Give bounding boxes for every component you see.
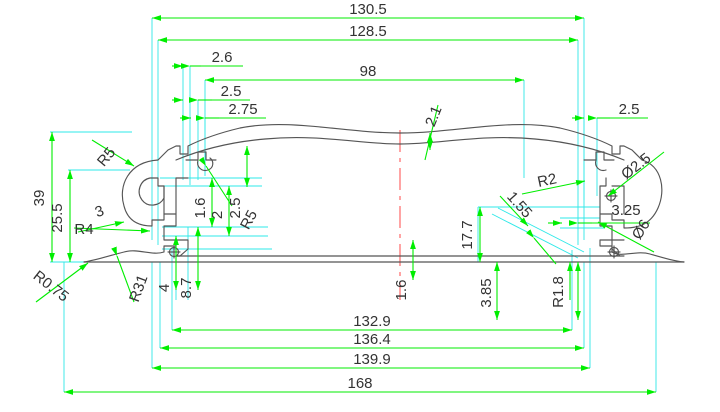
dim-1-6-lower: 1.6 (393, 280, 410, 301)
dim-39: 39 (31, 190, 48, 207)
dim-132-9: 132.9 (353, 313, 391, 330)
dim-8-7: 8.7 (178, 278, 195, 299)
dim-2-6: 2.6 (212, 49, 233, 66)
dimension-lines (35, 15, 665, 395)
dim-17-7: 17.7 (459, 220, 476, 249)
radius-r5-left: R5 (94, 144, 119, 170)
radius-r0-75: R0.75 (30, 267, 72, 305)
dim-3-25: 3.25 (611, 202, 640, 219)
dim-2-5-right: 2.5 (619, 101, 640, 118)
dim-2: 2 (209, 211, 226, 219)
dim-4: 4 (156, 284, 173, 292)
dim-3: 3 (93, 202, 107, 221)
dim-2-75: 2.75 (228, 101, 257, 118)
dim-1-6-upper: 1.6 (192, 198, 209, 219)
dim-98: 98 (360, 63, 377, 80)
radius-r2: R2 (536, 170, 558, 191)
dim-25-5: 25.5 (49, 203, 66, 232)
dim-1-55: 1.55 (503, 188, 535, 221)
dim-3-85: 3.85 (478, 278, 495, 307)
diameter-2-5: Ø2.5 (618, 150, 654, 183)
dim-130-5: 130.5 (349, 1, 387, 18)
radius-r1-8: R1.8 (550, 276, 567, 308)
dim-168: 168 (347, 375, 372, 392)
dim-2-5-inner: 2.5 (227, 198, 244, 219)
radius-r31: R31 (126, 273, 151, 305)
dimension-text-group: 130.5 128.5 98 2.6 2.5 2.75 2.5 132.9 13… (30, 1, 655, 392)
dim-2-5-a: 2.5 (221, 83, 242, 100)
dim-136-4: 136.4 (353, 331, 391, 348)
dim-2-1: 2.1 (422, 103, 446, 129)
radius-r4: R4 (74, 221, 93, 238)
dim-128-5: 128.5 (349, 23, 387, 40)
dim-139-9: 139.9 (353, 351, 391, 368)
profile-outline (83, 124, 685, 263)
